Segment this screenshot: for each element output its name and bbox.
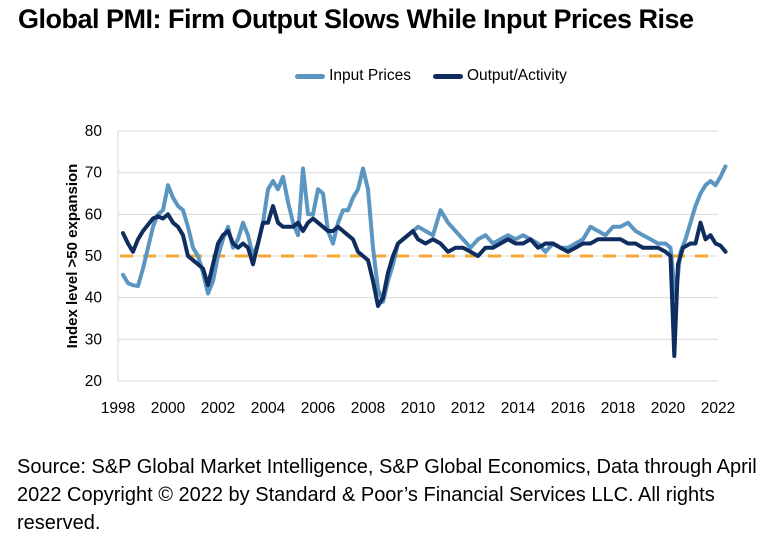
series-line-input-prices	[121, 164, 728, 304]
legend-item-input-prices: Input Prices	[295, 67, 411, 85]
x-tick-label: 2020	[651, 400, 686, 417]
x-tick-label: 2004	[251, 400, 286, 417]
x-tick-label: 1998	[101, 400, 135, 417]
y-axis-ticks: 20 30 40 50 60 70 80	[85, 123, 103, 390]
legend-swatch-output-activity	[432, 73, 463, 79]
x-tick-label: 2014	[501, 400, 536, 417]
legend-item-output-activity: Output/Activity	[432, 67, 567, 85]
x-tick-label: 2016	[551, 400, 585, 417]
x-tick-label: 2018	[601, 400, 635, 417]
y-tick-label: 30	[85, 331, 103, 348]
x-tick-label: 2000	[151, 400, 186, 417]
y-tick-label: 60	[85, 206, 103, 223]
source-note: Source: S&P Global Market Intelligence, …	[17, 456, 757, 534]
x-tick-label: 2012	[451, 400, 485, 417]
y-tick-label: 70	[85, 165, 103, 182]
x-tick-label: 2022	[701, 400, 735, 417]
chart-plot: 20 30 40 50 60 70 80 1998 2000 2002 2004 2006 2008 2…	[64, 123, 735, 417]
x-tick-label: 2002	[201, 400, 235, 417]
x-tick-label: 2006	[301, 400, 335, 417]
legend-label-output-activity: Output/Activity	[466, 67, 567, 84]
x-tick-label: 2010	[401, 400, 436, 417]
y-tick-label: 80	[85, 123, 103, 140]
x-tick-label: 2008	[351, 400, 385, 417]
legend-swatch-input-prices	[295, 73, 326, 79]
chart-legend: Input Prices Output/Activity	[0, 67, 782, 85]
chart-title: Global PMI: Firm Output Slows While Inpu…	[18, 4, 694, 34]
y-axis-label: Index level >50 expansion	[64, 164, 81, 349]
y-tick-label: 20	[85, 373, 103, 390]
series-lines	[121, 164, 728, 358]
legend-label-input-prices: Input Prices	[329, 67, 411, 84]
series-line-output-activity	[121, 204, 728, 358]
y-tick-label: 40	[85, 290, 103, 307]
x-axis-ticks: 1998 2000 2002 2004 2006 2008 2010 2012 2014 2016…	[101, 400, 735, 417]
y-tick-label: 50	[85, 248, 103, 265]
